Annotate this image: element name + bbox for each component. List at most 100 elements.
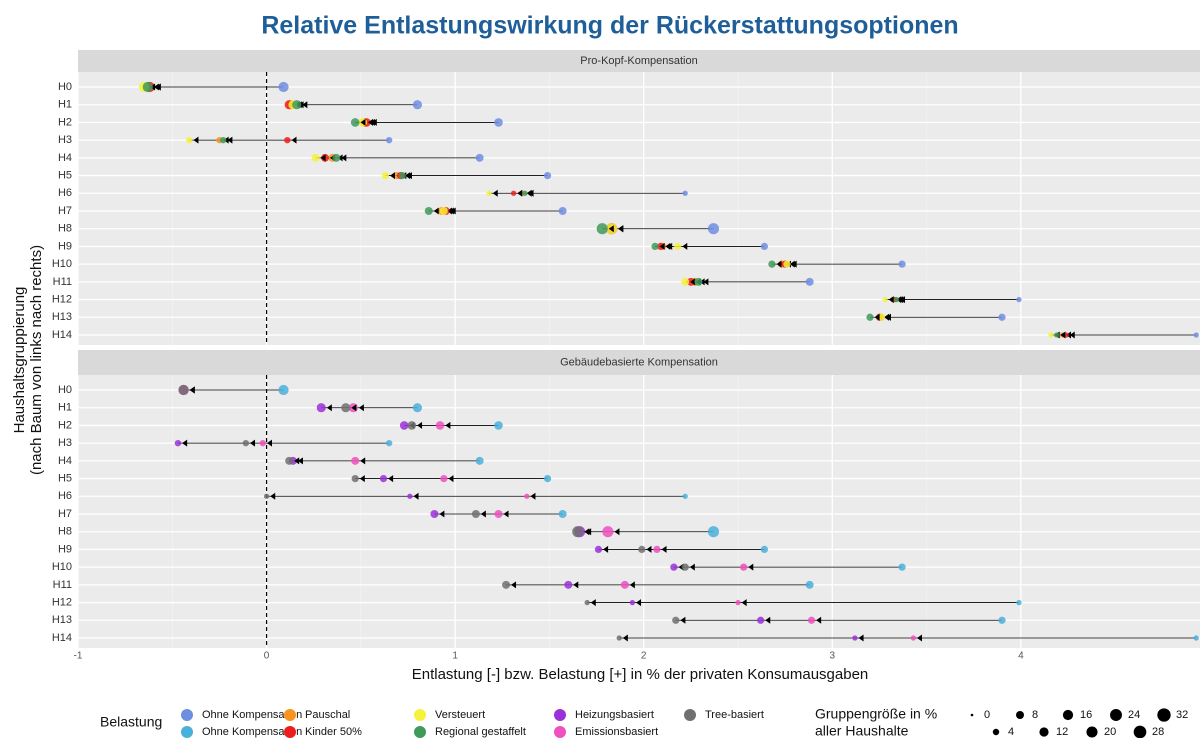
dot [735, 599, 741, 606]
size-legend-label: 8 [1032, 709, 1038, 721]
dot [430, 510, 439, 518]
dot [332, 153, 341, 162]
dot [259, 439, 266, 447]
dot [263, 493, 270, 499]
size-legend-label: 0 [984, 709, 990, 721]
arrow-head [294, 457, 300, 465]
dot [278, 81, 289, 93]
dot [439, 207, 448, 215]
legend-label: Kinder 50% [305, 726, 362, 738]
arrow-head [690, 278, 696, 286]
arrow-head [341, 154, 347, 162]
arrow-head [765, 616, 771, 624]
x-tick-label: -1 [74, 651, 83, 662]
size-legend-dot [1086, 726, 1098, 738]
x-tick-label: 4 [1018, 651, 1024, 662]
dot [435, 421, 445, 430]
arrow-head [433, 207, 439, 215]
arrow-head [360, 118, 366, 126]
arrow-head [858, 634, 864, 642]
arrow-head [351, 404, 357, 412]
dot [638, 545, 646, 554]
y-tick-label: H2 [58, 116, 72, 128]
arrow-head [270, 492, 276, 500]
strip [78, 350, 1200, 375]
arrow-head [590, 599, 596, 607]
arrow-head [189, 386, 195, 394]
x-tick-label: 3 [830, 651, 836, 662]
arrow-head [603, 545, 609, 553]
arrow-head [182, 439, 188, 447]
dot [186, 136, 193, 144]
legend-label: Ohne Kompensation [202, 726, 302, 738]
legend-label: Regional gestaffelt [435, 726, 526, 738]
size-legend-label: 16 [1080, 709, 1092, 721]
dot [543, 474, 552, 483]
dot [629, 599, 636, 606]
legend-swatch [684, 709, 696, 721]
y-tick-label: H13 [52, 614, 72, 626]
dot [1048, 332, 1054, 338]
legend-label: Versteuert [435, 709, 485, 721]
dot [440, 474, 448, 483]
dot [558, 207, 567, 215]
dot [757, 616, 765, 624]
arrow-head [629, 581, 635, 589]
arrow-head [636, 599, 642, 607]
arrow-head [608, 225, 614, 233]
dot [385, 439, 393, 447]
dot [707, 223, 720, 235]
arrow-head [406, 172, 412, 180]
arrow-head [517, 189, 523, 197]
arrow-head [776, 260, 782, 268]
arrow-head [530, 492, 536, 500]
arrow-head [874, 313, 880, 321]
dot [407, 421, 417, 430]
y-tick-label: H8 [58, 223, 72, 235]
dot [674, 242, 682, 251]
arrow-head [480, 510, 486, 518]
y-tick-label: H0 [58, 384, 72, 396]
arrow-head [791, 260, 797, 268]
y-tick-label: H9 [58, 543, 72, 555]
dot [379, 474, 388, 483]
dot [653, 545, 661, 554]
dot [475, 153, 484, 162]
y-tick-label: H11 [53, 276, 72, 288]
arrow-head [680, 616, 686, 624]
legend-label: Pauschal [305, 709, 350, 721]
dot [1054, 332, 1060, 338]
arrow-head [267, 439, 272, 447]
arrow-head [1060, 331, 1066, 339]
y-tick-label: H2 [58, 419, 72, 431]
dot [522, 190, 528, 196]
dot [385, 136, 393, 144]
arrow-head [250, 439, 256, 447]
dot [285, 456, 294, 465]
size-legend-dot [1110, 709, 1122, 721]
size-legend-dot [1133, 725, 1147, 738]
y-tick-label: H6 [58, 490, 72, 502]
y-tick-label: H1 [58, 99, 72, 111]
dot [682, 493, 688, 499]
size-legend-title: Gruppengröße in % [815, 706, 937, 722]
arrow-head [741, 599, 747, 607]
dot [740, 563, 748, 571]
legend-label: Emissionsbasiert [575, 726, 658, 738]
size-legend-label: 28 [1152, 726, 1164, 738]
dot [351, 456, 360, 465]
dot [768, 260, 776, 268]
dot [494, 510, 503, 518]
dot [616, 635, 622, 641]
arrow-head [503, 510, 509, 518]
x-tick-label: 1 [452, 651, 458, 662]
arrow-head [389, 172, 395, 180]
arrow-head [360, 457, 366, 465]
arrow-head [528, 189, 534, 197]
dot [494, 421, 503, 430]
arrow-head [320, 154, 326, 162]
dot [998, 313, 1006, 321]
arrow-head [885, 313, 891, 321]
y-tick-label: H10 [52, 561, 72, 573]
arrow-head [816, 616, 822, 624]
